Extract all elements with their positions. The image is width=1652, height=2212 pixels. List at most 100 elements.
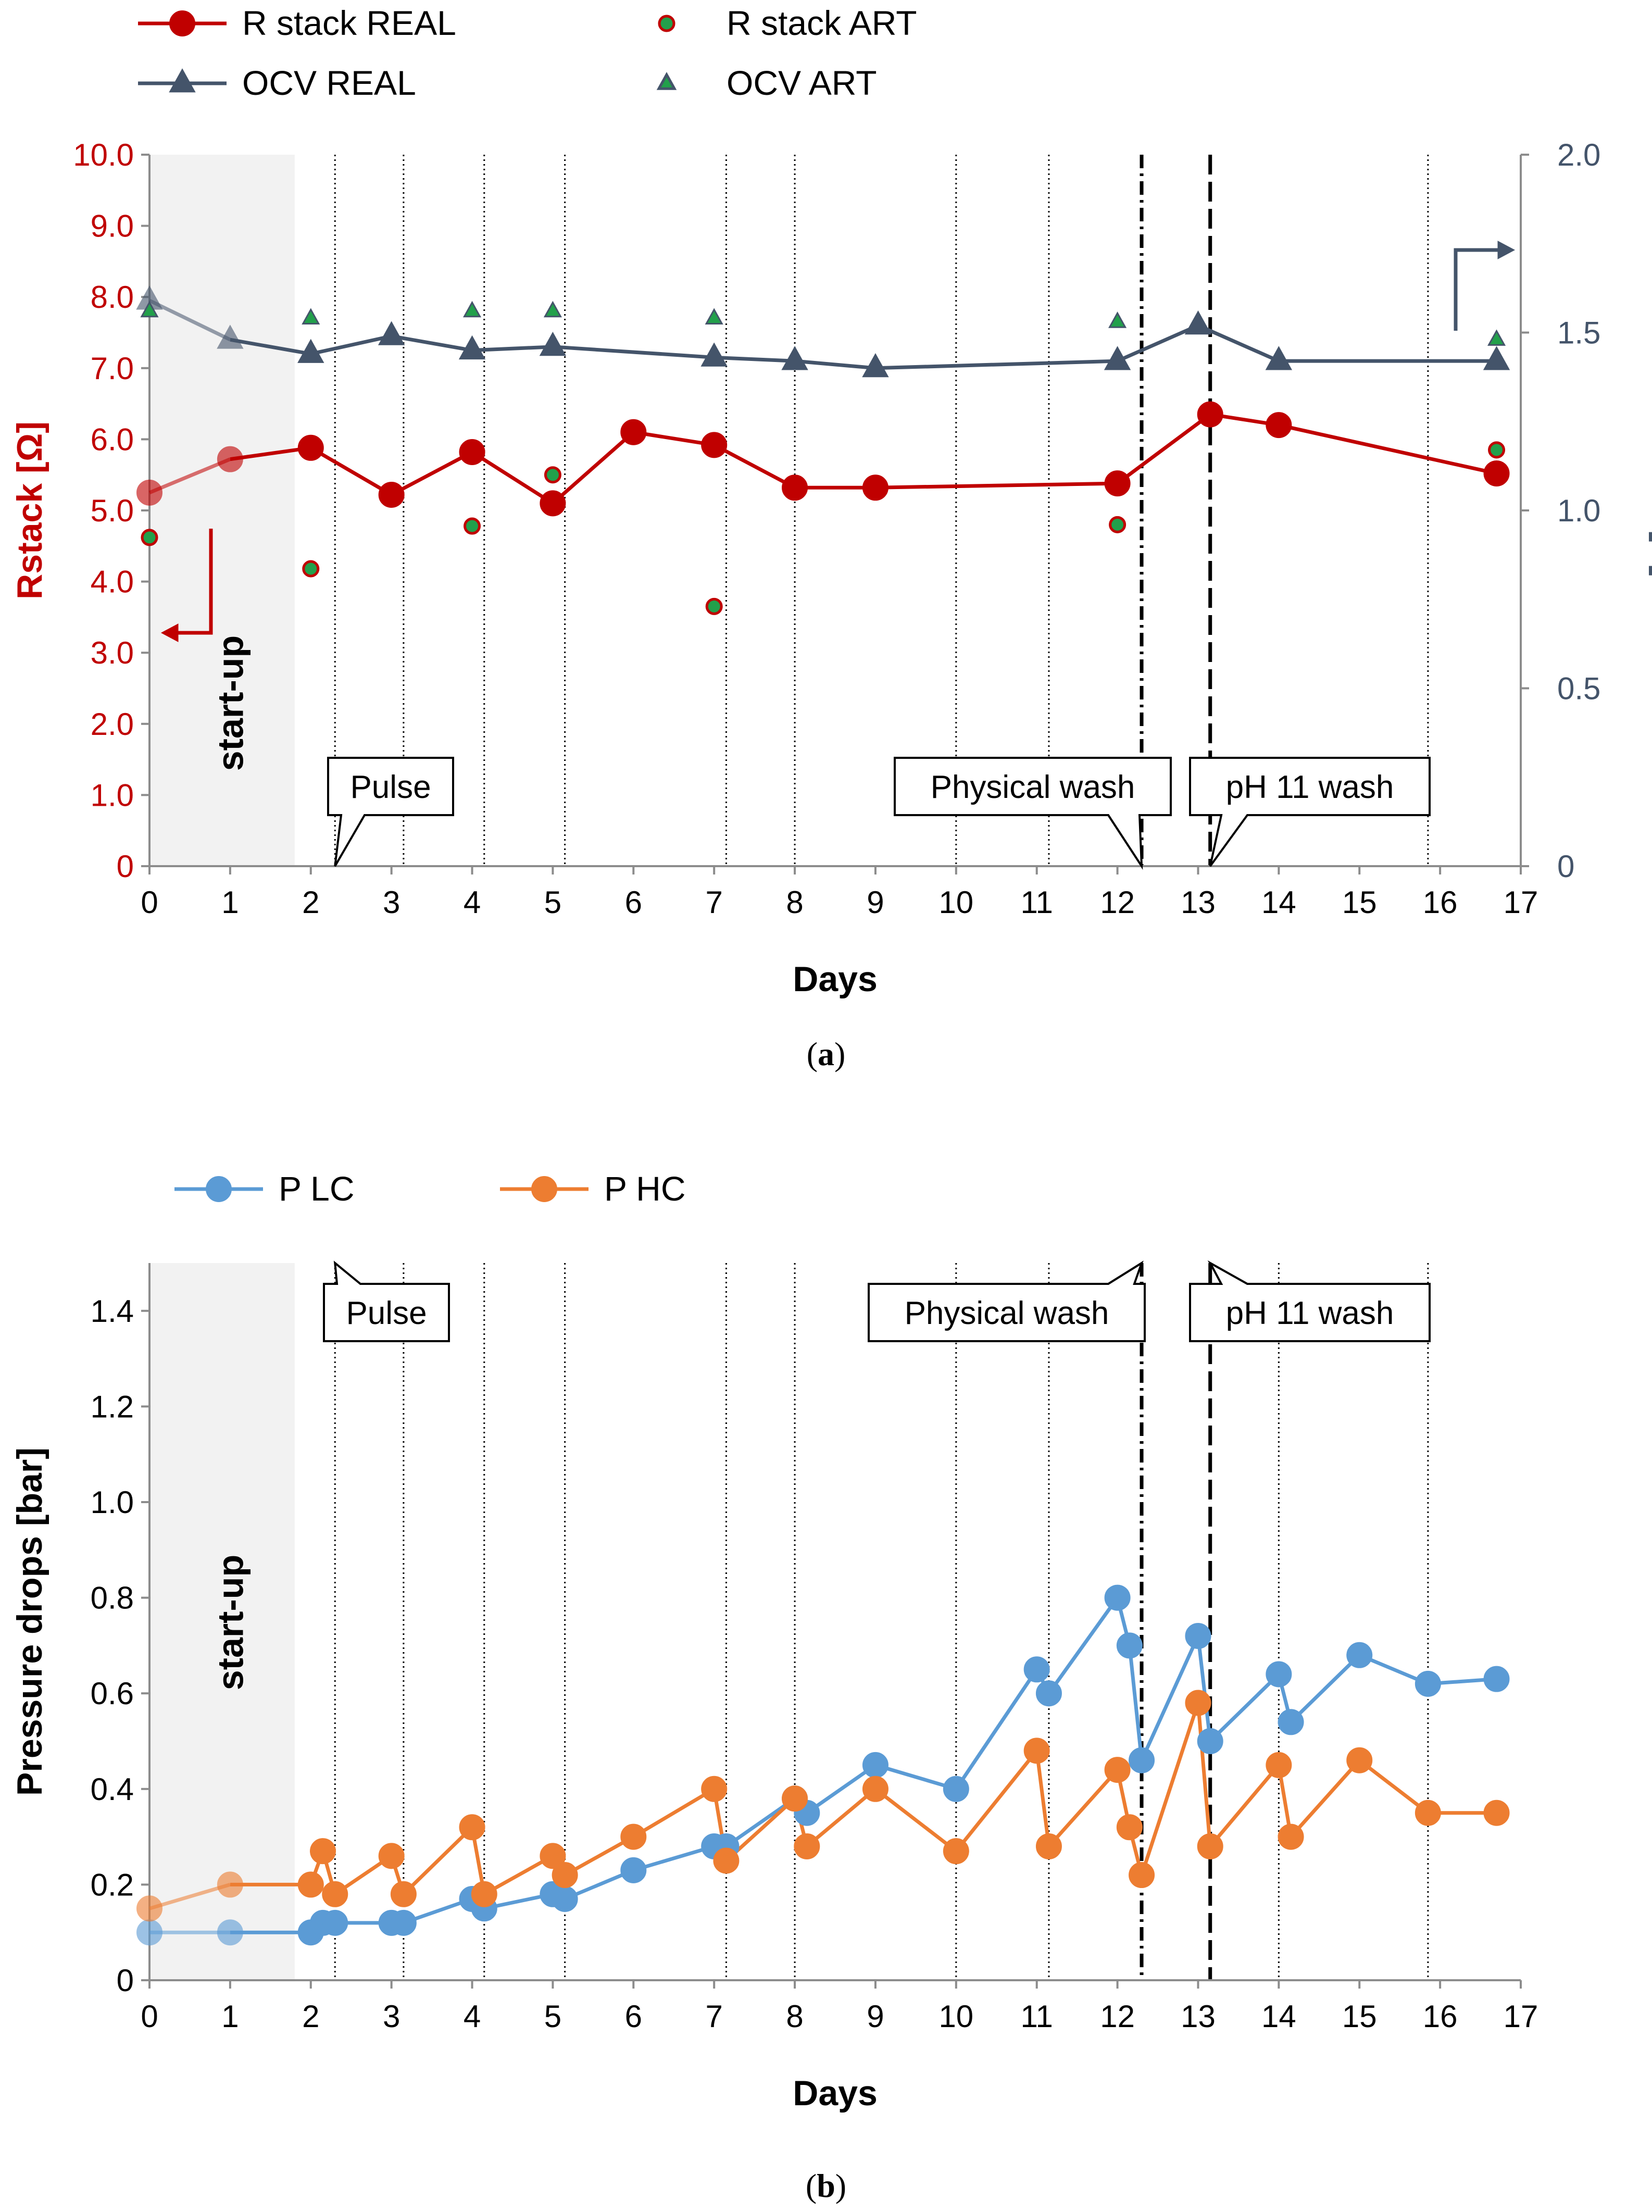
legend-label: R stack ART xyxy=(727,4,917,42)
p-hc-point xyxy=(540,1843,566,1869)
x-tick-label: 1 xyxy=(221,1999,239,2034)
x-tick-label: 10 xyxy=(938,885,973,920)
callout-label: Pulse xyxy=(350,769,431,805)
rstack-art-point xyxy=(705,597,723,615)
left-axis-arrow xyxy=(174,529,213,635)
x-tick-label: 11 xyxy=(1021,1999,1053,2034)
y2-tick-label: 1.5 xyxy=(1557,316,1600,351)
legend-label: P LC xyxy=(279,1169,355,1208)
x-tick-label: 0 xyxy=(141,885,158,920)
y-tick-label: 1.2 xyxy=(91,1389,134,1424)
p-lc-point xyxy=(552,1885,578,1912)
ocv-real-point xyxy=(1483,346,1510,370)
callout-label: Physical wash xyxy=(931,769,1135,805)
y-tick-label: 10.0 xyxy=(73,138,134,172)
callout-label: Pulse xyxy=(346,1295,427,1331)
p-hc-segment xyxy=(1209,1764,1281,1848)
p-hc-segment xyxy=(1140,1702,1200,1876)
rstack-real-point xyxy=(1104,470,1131,497)
p-hc-segment xyxy=(806,1788,877,1848)
ocv-art-point xyxy=(140,301,159,318)
y2-tick-label: 1.0 xyxy=(1557,493,1600,528)
p-hc-point xyxy=(794,1833,820,1859)
rstack-art-point xyxy=(141,529,158,546)
x-tick-label: 15 xyxy=(1342,885,1377,920)
p-hc-point xyxy=(1023,1738,1050,1764)
rstack-real-segment xyxy=(471,451,554,505)
p-hc-segment xyxy=(564,1835,634,1877)
x-tick-label: 7 xyxy=(705,1999,722,2034)
caption-letter: b xyxy=(817,2167,835,2204)
y-tick-label: 0.2 xyxy=(91,1867,134,1902)
p-lc-segment xyxy=(806,1764,877,1815)
ocv-real-segment xyxy=(472,345,553,353)
p-lc-point xyxy=(1266,1661,1292,1688)
callout-box xyxy=(868,1260,1146,1342)
x-tick-label: 3 xyxy=(383,885,400,920)
y-tick-label: 1.4 xyxy=(91,1294,134,1329)
ocv-real-segment xyxy=(1117,323,1199,363)
rstack-real-segment xyxy=(552,431,635,505)
p-hc-point xyxy=(1129,1862,1155,1889)
p-hc-segment xyxy=(402,1826,473,1896)
p-lc-point xyxy=(1415,1670,1441,1697)
rstack-art-point xyxy=(1109,516,1127,533)
p-hc-segment xyxy=(483,1854,554,1896)
p-hc-point xyxy=(378,1843,405,1869)
right-axis-arrow xyxy=(1454,248,1500,331)
legend-label: OCV REAL xyxy=(242,64,416,102)
legend-marker xyxy=(658,15,675,32)
p-lc-segment xyxy=(1047,1596,1119,1695)
panel-a: start-up0 1 2 3 4 5 6 7 8 9 10 11 12 13 14 15 16 1701.02.… xyxy=(10,4,1652,1072)
x-tick-label: 0 xyxy=(141,1999,158,2034)
callout-label: pH 11 wash xyxy=(1226,1295,1394,1331)
rstack-art-point xyxy=(544,466,561,484)
p-hc-point xyxy=(1185,1690,1211,1716)
p-hc-segment xyxy=(1196,1703,1212,1847)
x-tick-label: 10 xyxy=(938,1999,973,2034)
legend-marker xyxy=(531,1176,557,1202)
ocv-real-point xyxy=(378,321,405,345)
p-lc-point xyxy=(390,1909,417,1936)
y-tick-label: 3.0 xyxy=(91,635,134,670)
p-lc-point xyxy=(1483,1666,1510,1692)
x-tick-label: 11 xyxy=(1021,885,1053,920)
ocv-real-point xyxy=(297,339,324,363)
rstack-real-segment xyxy=(310,446,393,496)
rstack-real-segment xyxy=(713,443,796,490)
y-axis-title: Rstack [Ω] xyxy=(10,421,49,599)
p-lc-point xyxy=(1116,1632,1143,1659)
ocv-art-point xyxy=(705,308,723,324)
rstack-real-point xyxy=(540,490,566,517)
y-tick-label: 1.0 xyxy=(91,778,134,813)
ocv-real-point xyxy=(1265,346,1293,370)
y-axis-title: Pressure drops [bar] xyxy=(10,1447,49,1796)
p-hc-segment xyxy=(149,1883,231,1910)
caption-b: (b) xyxy=(806,2167,846,2204)
p-lc-segment xyxy=(954,1668,1038,1790)
rstack-real-point xyxy=(1197,401,1223,428)
caption-letter: a xyxy=(818,1035,834,1072)
x-tick-label: 7 xyxy=(705,885,722,920)
p-hc-point xyxy=(782,1785,808,1812)
p-hc-point xyxy=(1346,1747,1373,1773)
p-lc-point xyxy=(943,1776,969,1802)
y-tick-label: 0.6 xyxy=(91,1676,134,1711)
p-hc-point xyxy=(1197,1833,1223,1859)
y-tick-label: 0.4 xyxy=(91,1772,134,1807)
p-hc-point xyxy=(1035,1833,1062,1859)
p-hc-point xyxy=(217,1871,243,1898)
rstack-real-point xyxy=(459,439,485,465)
rstack-real-point xyxy=(1266,412,1292,439)
rstack-real-segment xyxy=(633,430,715,447)
p-lc-point xyxy=(1023,1656,1050,1683)
x-tick-label: 1 xyxy=(221,885,239,920)
x-tick-label: 6 xyxy=(625,1999,642,2034)
x-axis-title: Days xyxy=(793,2073,878,2113)
p-hc-point xyxy=(552,1862,578,1889)
p-hc-point xyxy=(136,1895,162,1922)
p-lc-point xyxy=(1346,1642,1373,1668)
p-hc-segment xyxy=(1358,1758,1430,1815)
legend-label: R stack REAL xyxy=(242,4,456,42)
